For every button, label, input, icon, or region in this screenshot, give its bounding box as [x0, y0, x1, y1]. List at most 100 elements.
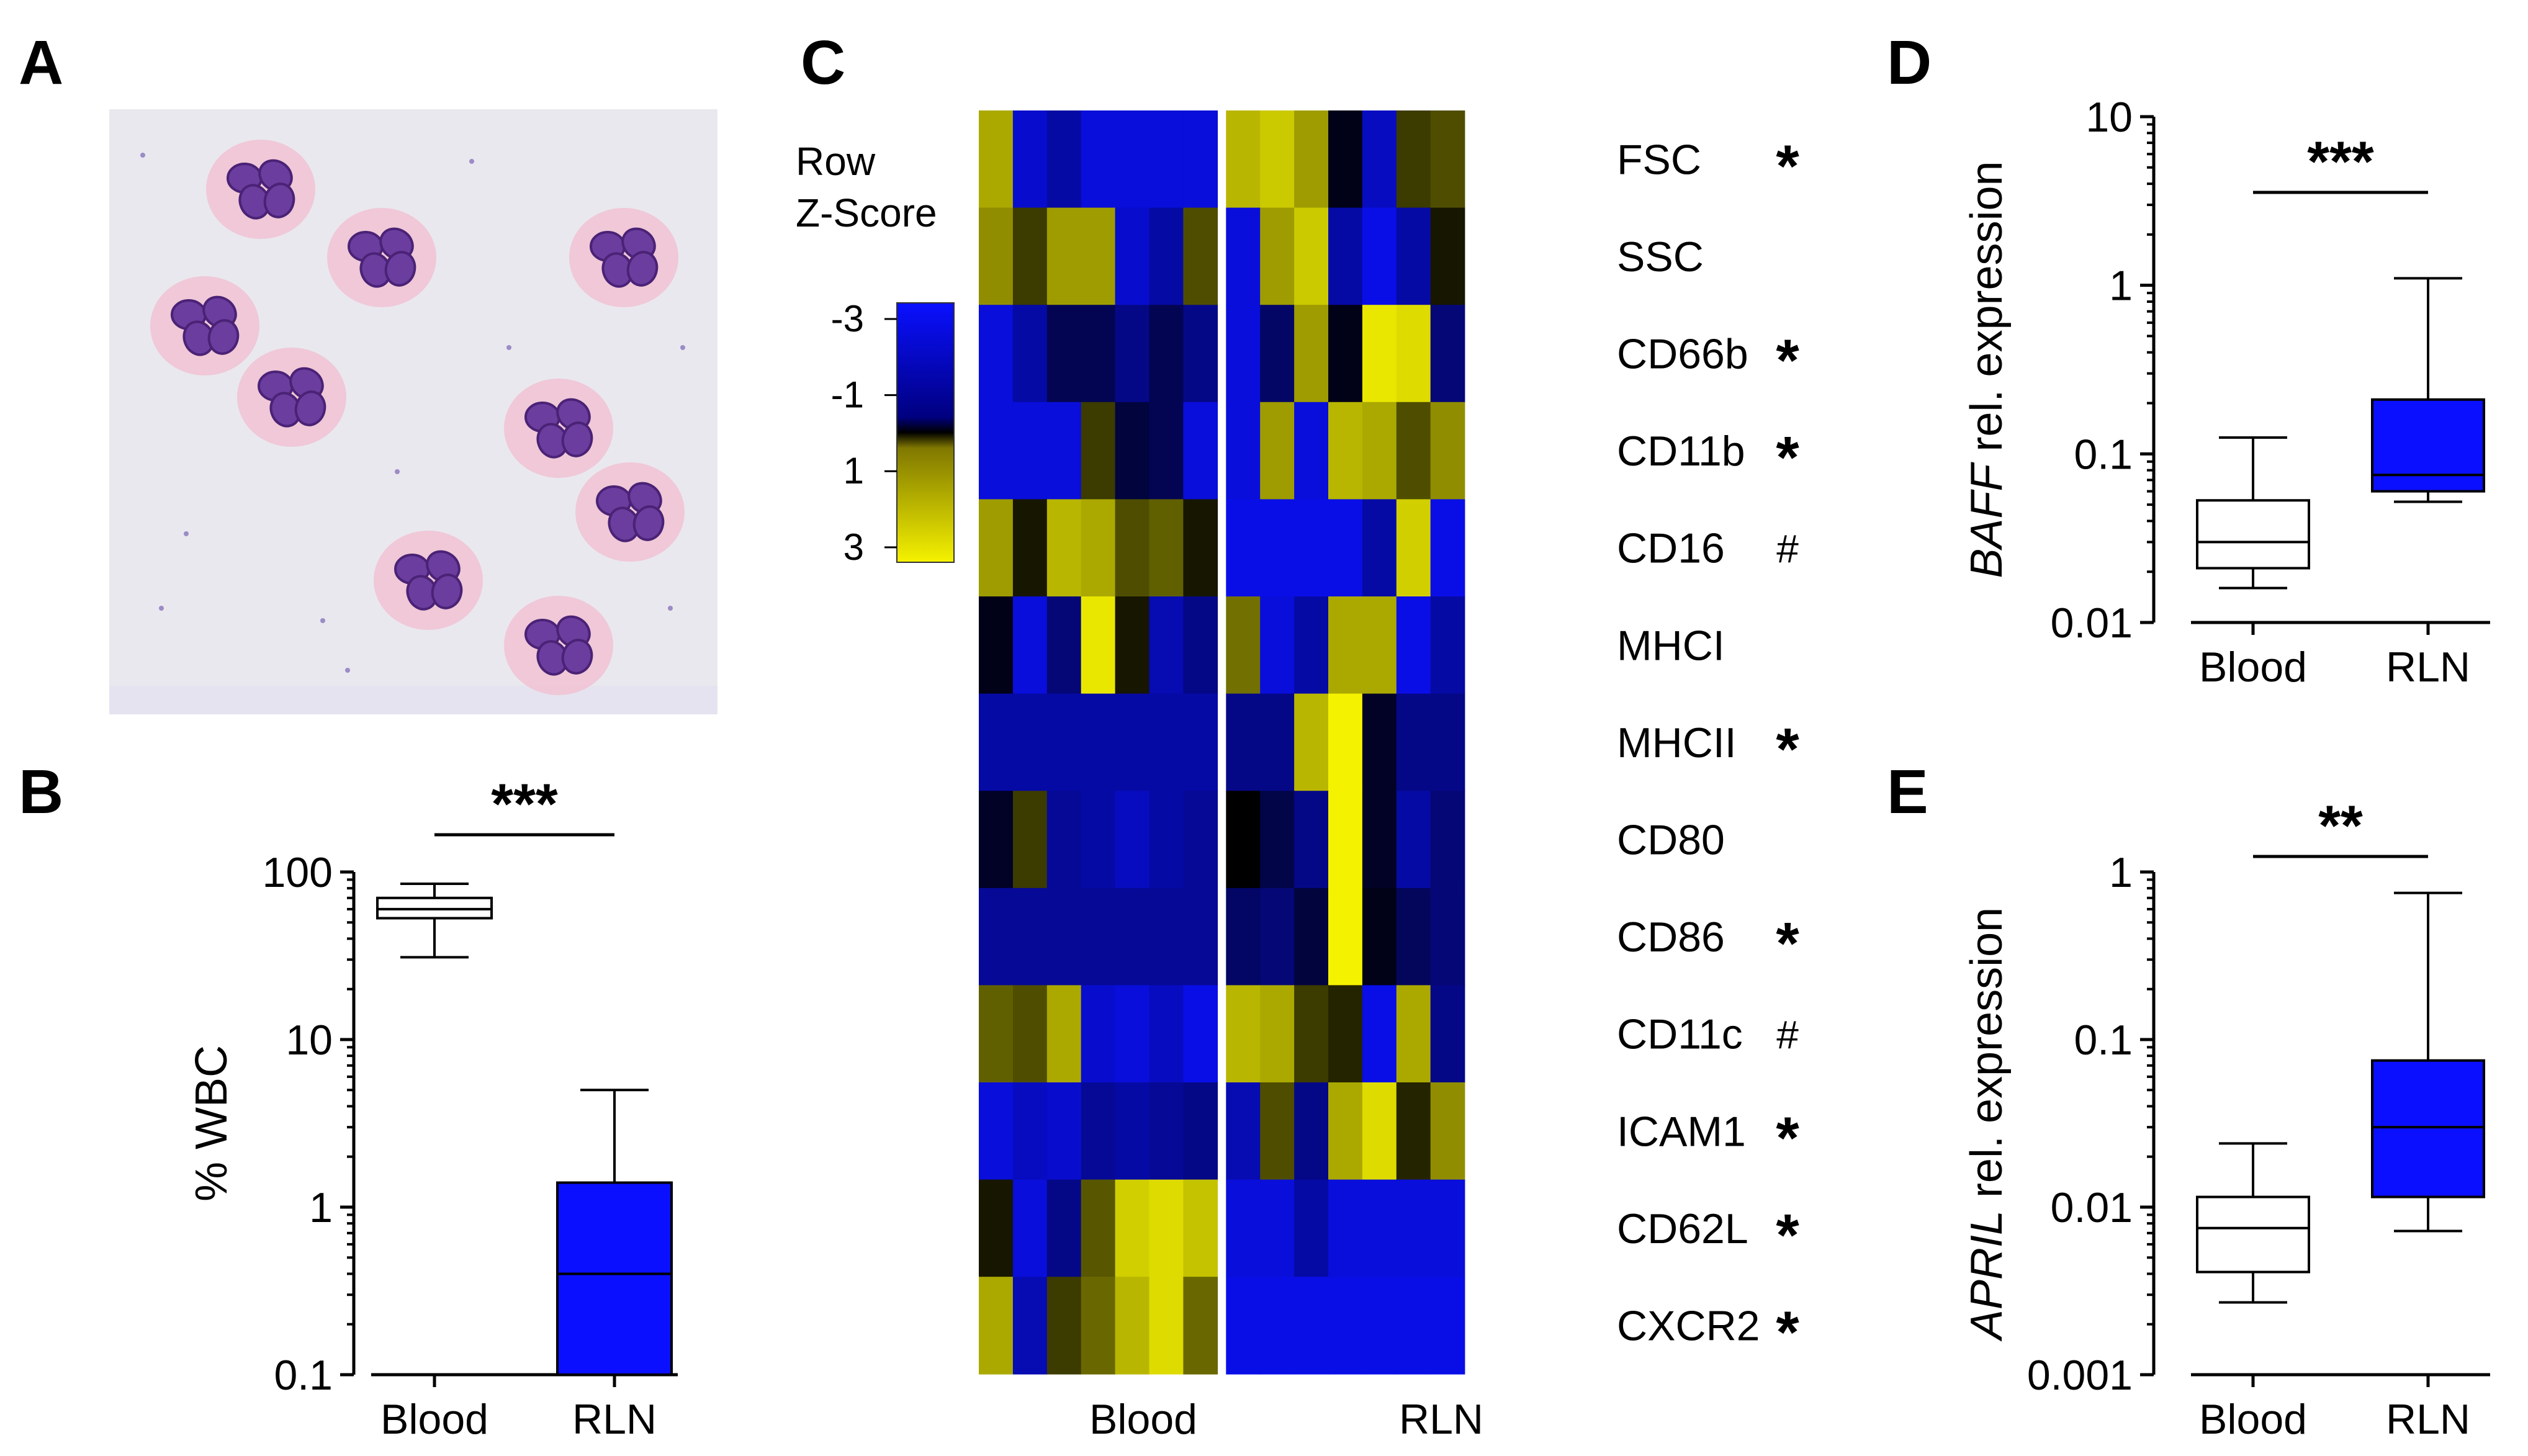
y-tick-label: 0.01 — [2051, 600, 2133, 647]
heatmap-cell — [1260, 499, 1295, 597]
heatmap-cell — [979, 207, 1014, 305]
panel-letter-e: E — [1887, 757, 1928, 827]
heatmap-cell — [1226, 1179, 1261, 1277]
heatmap-cell — [979, 1082, 1014, 1180]
neutrophil-cell — [374, 531, 483, 630]
heatmap-cell — [1183, 207, 1218, 305]
cell-nucleus-lobe — [561, 639, 593, 675]
heatmap-cell — [1362, 888, 1397, 986]
heatmap-cell — [1149, 888, 1184, 986]
heatmap-cell — [1226, 596, 1261, 694]
row-label-cd11b: CD11b — [1617, 428, 1745, 475]
heatmap-cell — [1081, 110, 1116, 209]
heatmap-cell — [979, 110, 1014, 209]
heatmap-cell — [1396, 305, 1431, 403]
heatmap-row-cd80 — [979, 791, 1465, 889]
micrograph-smear-edge — [109, 686, 717, 714]
heatmap-row-cd11c — [979, 985, 1465, 1083]
heatmap-cell — [1012, 791, 1048, 889]
heatmap-cell — [1260, 207, 1295, 305]
panel-letter-d: D — [1887, 28, 1932, 97]
heatmap-cell — [1115, 1179, 1150, 1277]
y-tick-label: 0.1 — [2074, 431, 2133, 478]
heatmap-cell — [1226, 1277, 1261, 1375]
heatmap-legend: Row Z-Score -3 -1 1 3 — [796, 139, 955, 568]
heatmap-cell — [1226, 888, 1261, 986]
heatmap-cell — [1183, 985, 1218, 1083]
heatmap-row-cd66b — [979, 305, 1465, 403]
heatmap-cell — [1149, 305, 1184, 403]
heatmap-cell — [1046, 985, 1082, 1083]
panel-letter-a: A — [19, 28, 63, 97]
heatmap-cell — [1260, 1082, 1295, 1180]
legend-tick-label: 3 — [843, 526, 864, 568]
heatmap-cell — [1328, 110, 1363, 209]
stain-speck — [320, 618, 325, 623]
box-rln — [2371, 277, 2485, 503]
heatmap-cell — [1183, 791, 1218, 889]
heatmap-cell — [1012, 985, 1048, 1083]
heatmap-cell — [1012, 1082, 1048, 1180]
heatmap-cell — [1226, 305, 1261, 403]
heatmap-cell — [1328, 499, 1363, 597]
significance-stars: *** — [491, 773, 558, 836]
heatmap-cell — [1260, 110, 1295, 209]
heatmap-row-icam1 — [979, 1082, 1465, 1180]
box-iqr — [556, 1181, 673, 1376]
heatmap-cell — [1430, 207, 1465, 305]
heatmap-cell — [1328, 305, 1363, 403]
heatmap-cell — [1046, 1277, 1082, 1375]
heatmap-cell — [1328, 402, 1363, 500]
heatmap-cell — [1183, 499, 1218, 597]
heatmap-cell — [1396, 693, 1431, 791]
micrograph-panel — [109, 109, 717, 714]
heatmap-cell — [1396, 888, 1431, 986]
heatmap-cell — [1149, 110, 1184, 209]
heatmap-cell — [1396, 207, 1431, 305]
y-axis-label: % WBC — [187, 1045, 236, 1202]
heatmap-cell — [1430, 1277, 1465, 1375]
box-iqr — [2196, 499, 2310, 570]
row-label-icam1: ICAM1 — [1617, 1108, 1746, 1155]
heatmap-cell — [1328, 596, 1363, 694]
row-significance-mark: # — [1776, 527, 1799, 572]
stain-speck — [506, 345, 511, 350]
y-tick-label: 1 — [2109, 263, 2133, 310]
heatmap-cell — [1362, 791, 1397, 889]
heatmap-cell — [1294, 791, 1329, 889]
heatmap-cell — [1081, 499, 1116, 597]
heatmap-cell — [1149, 1277, 1184, 1375]
legend-color-bar — [896, 302, 955, 563]
y-tick-label: 100 — [263, 849, 333, 896]
heatmap-cell — [1046, 1082, 1082, 1180]
neutrophil-cells — [140, 140, 685, 695]
cell-nucleus-lobe — [632, 505, 665, 541]
heatmap-cell — [1012, 1179, 1048, 1277]
heatmap-cell — [1362, 110, 1397, 209]
heatmap-cell — [1183, 1082, 1218, 1180]
heatmap-cell — [979, 1179, 1014, 1277]
y-axis-label-text: rel. expression — [1962, 161, 2012, 464]
heatmap-cell — [1149, 693, 1184, 791]
heatmap-cell — [1046, 305, 1082, 403]
row-label-cd11c: CD11c — [1617, 1011, 1743, 1058]
heatmap-row-cxcr2 — [979, 1277, 1465, 1375]
cell-nucleus-lobe — [207, 319, 240, 355]
panel-letter-c: C — [801, 28, 845, 97]
heatmap-cell — [1396, 1277, 1431, 1375]
heatmap-cell — [979, 1277, 1014, 1375]
heatmap-cell — [1115, 985, 1150, 1083]
stain-speck — [184, 531, 189, 536]
heatmap-cell — [1226, 791, 1261, 889]
x-tick-label-blood: Blood — [2199, 1396, 2307, 1443]
row-significance-mark: * — [1776, 328, 1799, 394]
heatmap-cell — [1226, 207, 1261, 305]
heatmap-cell — [1012, 1277, 1048, 1375]
heatmap-cell — [1183, 110, 1218, 209]
box-iqr — [2371, 398, 2485, 493]
stain-speck — [345, 668, 350, 673]
heatmap-cell — [1328, 985, 1363, 1083]
heatmap-cell — [1396, 596, 1431, 694]
y-axis-label-gene: BAFF — [1962, 462, 2012, 578]
